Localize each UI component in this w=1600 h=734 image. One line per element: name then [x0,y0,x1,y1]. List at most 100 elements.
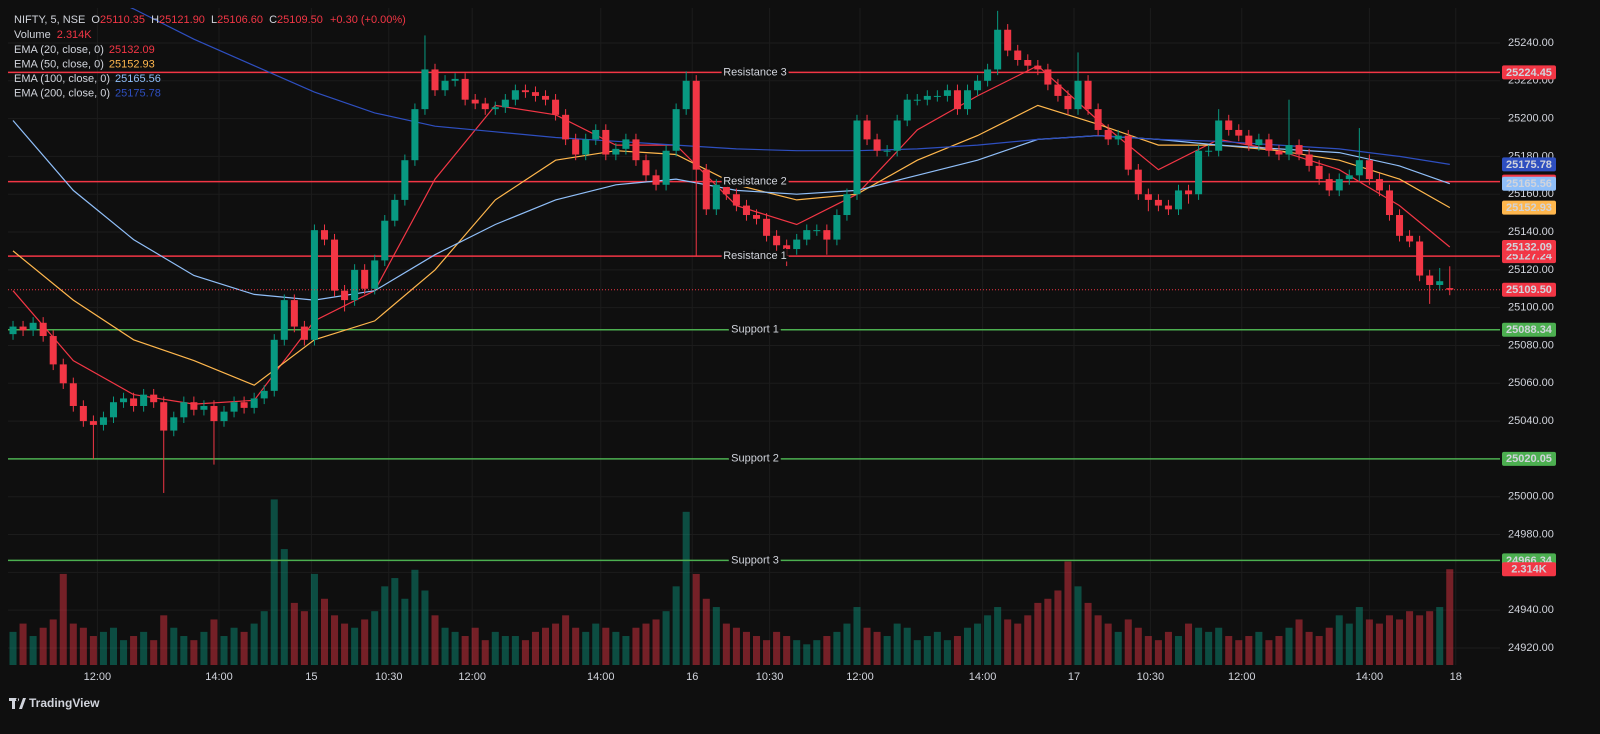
candle-body [1094,109,1102,130]
candle-body [431,69,439,91]
candle-body [602,129,610,155]
volume-bar [1174,636,1183,665]
volume-bar [521,640,529,665]
volume-bar [1144,636,1152,665]
candle-body [69,383,77,406]
volume-bar [511,636,519,665]
candle-body [29,322,37,331]
volume-bar [863,627,871,665]
x-tick-label: 12:00 [846,671,874,683]
candle-body [682,80,690,110]
volume-bar [712,607,720,665]
candle-body [652,175,660,185]
candle-body [1325,179,1333,191]
ema-value: 25152.93 [109,58,155,70]
ema-value: 25132.09 [109,44,155,56]
volume-bar [180,636,188,665]
price-badge [1502,176,1556,191]
volume-bar [109,627,118,665]
volume-bar [461,636,469,665]
volume-bar [89,636,97,665]
volume-bar [59,573,67,665]
volume-bar [552,623,560,665]
volume-bar [963,627,972,665]
volume-bar [19,623,27,665]
volume-bar [361,619,369,665]
candle-body [200,405,208,410]
candle-body [712,184,720,210]
volume-bar [1275,636,1283,665]
volume-bar [813,640,821,665]
candle-body [793,239,801,250]
x-tick-label: 10:30 [756,671,784,683]
volume-bar [572,627,580,665]
volume-bar [702,598,710,665]
volume-bar [501,636,509,665]
candle-body [843,194,851,216]
volume-bar [582,631,590,665]
candle-body [210,405,218,422]
x-tick-label: 17 [1068,671,1080,683]
candle-body [1014,50,1022,60]
candle-body [692,80,700,170]
x-tick-label: 15 [305,671,317,683]
candle-body [39,322,47,337]
candle-body [1104,129,1112,140]
candle-body [572,139,580,155]
candle-body [461,78,469,100]
candle-body [240,402,248,408]
volume-bar [250,623,258,665]
candle-body [1446,288,1454,290]
volume-bar [341,623,349,665]
candle-body [672,109,680,151]
candle-body [542,95,550,100]
price-badge [1502,157,1556,172]
volume-bar [280,549,288,665]
ohlc-change: +0.30 (+0.00%) [330,14,406,26]
level-label: Support 1 [731,324,779,336]
candle-body [1034,65,1042,70]
volume-bar [150,640,158,665]
x-tick-label: 16 [686,671,698,683]
candle-body [582,139,590,155]
candle-body [361,269,369,289]
candle-body [230,402,238,412]
ema-value: 25175.78 [115,87,161,99]
volume-bar [220,636,228,665]
volume-bar [230,627,238,665]
volume-bar [69,623,77,665]
volume-bar [1426,611,1434,665]
candle-body [391,199,399,221]
volume-bar [240,631,248,665]
volume-bar [130,636,138,665]
level-label: Resistance 2 [723,176,787,188]
volume-bar [742,631,750,665]
candle-body [853,120,861,195]
candle-body [863,120,871,140]
candle-body [341,290,349,301]
volume-bar [1215,627,1223,665]
candle-body [89,421,97,425]
level-label: Resistance 3 [723,66,787,78]
x-tick-label: 14:00 [1356,671,1384,683]
y-tick-label: 25000.00 [1508,491,1554,503]
volume-bar [923,636,931,665]
candle-body [1406,235,1414,242]
volume-bar [381,586,389,665]
volume-bar [331,615,339,665]
candle-body [19,326,27,331]
candle-body [933,95,941,97]
volume-bar [1084,602,1092,665]
candle-body [732,194,740,206]
volume-bar [732,627,740,665]
price-badge-label: 25020.05 [1506,453,1552,465]
volume-bar [953,636,961,665]
volume-bar [391,578,399,665]
volume-bar [1134,627,1142,665]
volume-bar [1325,627,1333,665]
volume-bar [1416,615,1424,665]
candle-body [833,215,841,240]
volume-legend: Volume 2.314K [14,29,92,41]
volume-bar [652,619,660,665]
